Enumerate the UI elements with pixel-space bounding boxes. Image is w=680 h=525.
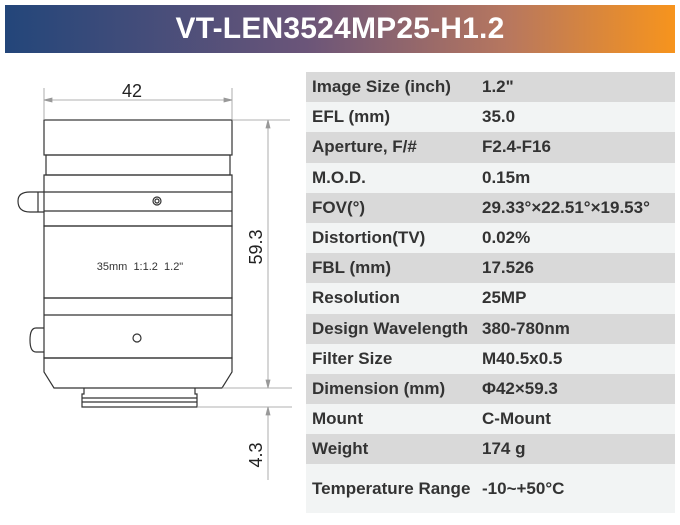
spec-value: 380-780nm (482, 318, 570, 338)
focus-knob (17, 191, 44, 213)
c-mount-thread (81, 388, 198, 408)
spec-label: Weight (312, 439, 369, 459)
spec-row: Dimension (mm) Φ42×59.3 (306, 373, 675, 405)
spec-label: Temperature Range (312, 478, 471, 498)
lens-dimension-drawing: 42 59.3 4.3 35mm 1:1.2 1.2" (17, 81, 292, 480)
spec-label: Aperture, F/# (312, 137, 417, 157)
spec-label: Design Wavelength (312, 318, 469, 338)
spec-value: Φ42×59.3 (482, 378, 558, 398)
spec-value: 174 g (482, 439, 526, 459)
spec-label: FBL (mm) (312, 258, 392, 278)
spec-row: Distortion(TV) 0.02% (306, 222, 675, 254)
spec-label: Image Size (inch) (312, 77, 451, 97)
spec-row: FBL (mm) 17.526 (306, 253, 675, 284)
spec-value: 25MP (482, 288, 527, 308)
spec-row: Image Size (inch) 1.2" (306, 72, 675, 103)
flange-dimension-label: 4.3 (246, 442, 266, 467)
spec-row: M.O.D. 0.15m (306, 162, 675, 193)
spec-label: Mount (312, 409, 363, 429)
spec-label: Resolution (312, 288, 400, 308)
spec-label: EFL (mm) (312, 107, 391, 127)
spec-row: Temperature Range -10~+50°C (306, 464, 675, 514)
spec-label: Dimension (mm) (312, 378, 446, 398)
spec-value: C-Mount (482, 409, 551, 429)
spec-label: Filter Size (312, 348, 393, 368)
spec-row: FOV(°) 29.33°×22.51°×19.53° (306, 192, 675, 223)
spec-row: Mount C-Mount (306, 404, 675, 435)
spec-value: 35.0 (482, 107, 516, 127)
spec-value: F2.4-F16 (482, 137, 551, 157)
spec-value: 1.2" (482, 77, 514, 97)
spec-row: Resolution 25MP (306, 283, 675, 314)
spec-value: M40.5x0.5 (482, 348, 563, 368)
height-dimension-label: 59.3 (246, 229, 266, 264)
spec-row: Filter Size M40.5x0.5 (306, 343, 675, 374)
spec-value: 0.15m (482, 167, 531, 187)
width-dimension-label: 42 (122, 81, 142, 101)
spec-value: 0.02% (482, 228, 531, 248)
spec-value: -10~+50°C (482, 478, 565, 498)
spec-row: Weight 174 g (306, 434, 675, 465)
lens-front-ring (43, 119, 233, 156)
product-title: VT-LEN3524MP25-H1.2 (5, 5, 675, 53)
lens-marking: 35mm 1:1.2 1.2" (97, 261, 184, 273)
lens-band (45, 154, 231, 176)
spec-label: FOV(°) (312, 197, 366, 217)
spec-value: 17.526 (482, 258, 534, 278)
spec-row: EFL (mm) 35.0 (306, 102, 675, 133)
spec-row: Design Wavelength 380-780nm (306, 313, 675, 344)
spec-table: Image Size (inch) 1.2" EFL (mm) 35.0 Apertur… (306, 72, 675, 514)
iris-knob (29, 327, 44, 353)
spec-value: 29.33°×22.51°×19.53° (482, 197, 650, 217)
spec-row: Aperture, F/# F2.4-F16 (306, 132, 675, 163)
spec-label: M.O.D. (312, 167, 366, 187)
spec-label: Distortion(TV) (312, 228, 426, 248)
